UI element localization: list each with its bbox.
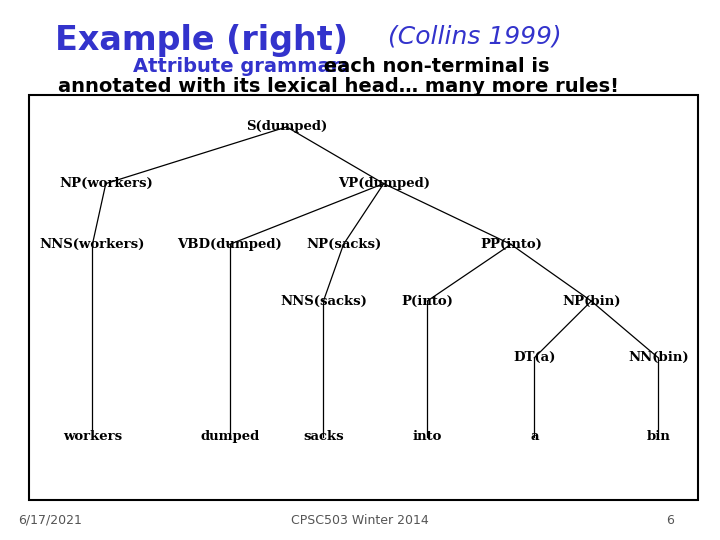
Text: CPSC503 Winter 2014: CPSC503 Winter 2014: [291, 514, 429, 526]
Bar: [29, 94, 698, 500]
Text: VP(dumped): VP(dumped): [338, 177, 430, 190]
Text: NN(bin): NN(bin): [628, 351, 688, 364]
Text: annotated with its lexical head… many more rules!: annotated with its lexical head… many mo…: [58, 77, 618, 96]
Text: dumped: dumped: [200, 430, 259, 443]
Text: NP(sacks): NP(sacks): [306, 238, 381, 251]
Text: PP(into): PP(into): [480, 238, 542, 251]
Text: P(into): P(into): [401, 294, 453, 308]
Text: Example (right): Example (right): [55, 24, 348, 57]
Text: 6: 6: [666, 514, 673, 526]
Text: VBD(dumped): VBD(dumped): [177, 238, 282, 251]
Text: DT(a): DT(a): [513, 351, 556, 364]
Text: a: a: [530, 430, 539, 443]
Text: NP(workers): NP(workers): [59, 177, 153, 190]
Text: (Collins 1999): (Collins 1999): [388, 24, 562, 48]
Text: NNS(sacks): NNS(sacks): [280, 294, 367, 308]
Text: NNS(workers): NNS(workers): [40, 238, 145, 251]
Text: sacks: sacks: [303, 430, 343, 443]
Text: NP(bin): NP(bin): [562, 294, 621, 308]
Text: each non-terminal is: each non-terminal is: [317, 57, 549, 76]
Text: into: into: [413, 430, 442, 443]
Text: bin: bin: [647, 430, 670, 443]
Text: workers: workers: [63, 430, 122, 443]
Text: Attribute grammar:: Attribute grammar:: [133, 57, 348, 76]
Text: 6/17/2021: 6/17/2021: [19, 514, 82, 526]
Text: S(dumped): S(dumped): [246, 120, 327, 133]
